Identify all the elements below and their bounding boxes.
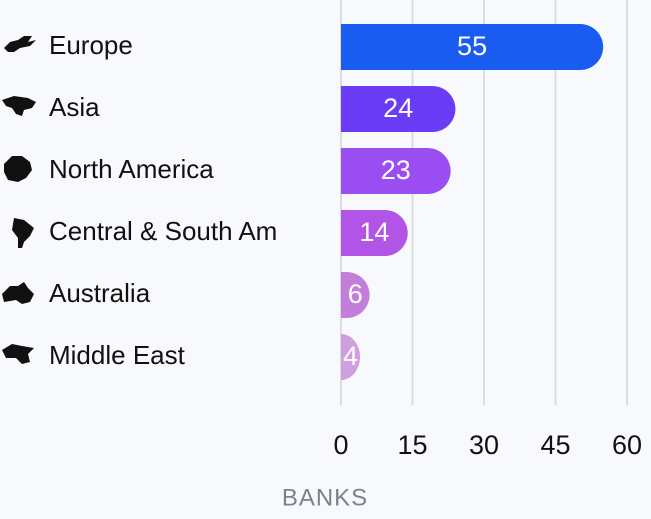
category-label: Asia [49,92,100,122]
bar [341,148,451,194]
icon-asia [2,96,36,116]
value-label: 4 [343,341,358,371]
bar [341,272,370,318]
bar [341,24,604,70]
value-label: 14 [359,217,389,247]
x-tick-label: 0 [333,430,348,460]
value-label: 55 [457,31,487,61]
x-tick-label: 30 [469,430,499,460]
bar [341,86,456,132]
icon-europe [4,36,36,52]
value-label: 24 [383,93,413,123]
category-label: North America [49,154,214,184]
category-label: Middle East [49,340,186,370]
icon-south-america [12,218,34,248]
icon-middle-east [2,344,34,364]
category-label: Europe [49,30,133,60]
bar [341,210,408,256]
icon-australia [2,282,34,304]
icon-north-america [4,156,32,182]
x-tick-label: 15 [397,430,427,460]
category-label: Central & South Am [49,216,277,246]
continent-icons [2,36,36,364]
bar [341,334,361,380]
value-label: 23 [381,155,411,185]
value-label: 6 [348,279,363,309]
x-tick-label: 60 [612,430,642,460]
category-label: Australia [49,278,151,308]
x-axis-title: BANKS [282,484,368,511]
x-tick-label: 45 [540,430,570,460]
